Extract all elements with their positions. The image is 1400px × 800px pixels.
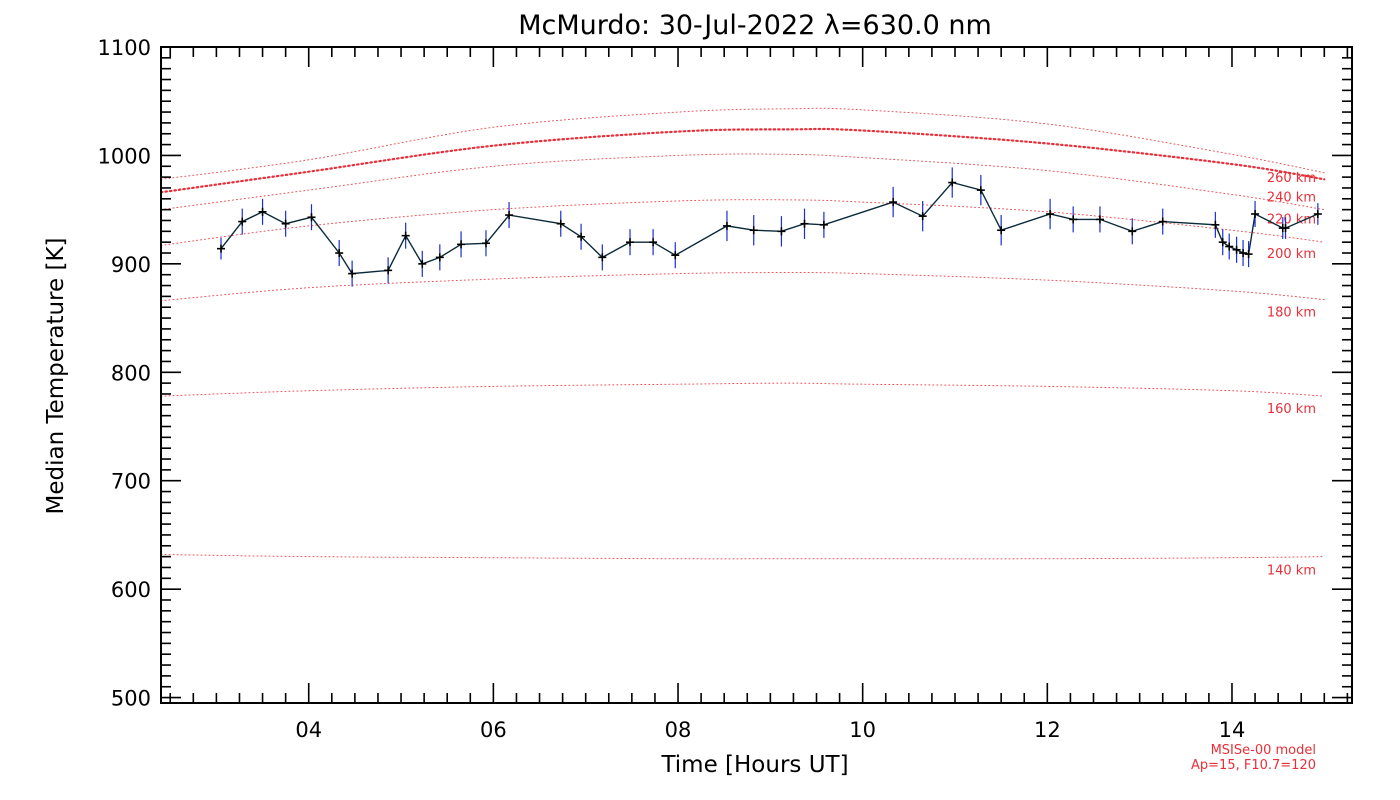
data-point <box>997 226 1006 235</box>
data-point <box>418 259 427 268</box>
data-point <box>1095 215 1104 224</box>
data-point <box>1244 250 1253 259</box>
model-curve-label: 140 km <box>1267 564 1316 579</box>
y-tick-label: 1100 <box>98 36 151 60</box>
data-point <box>238 217 247 226</box>
data-point <box>1225 242 1234 251</box>
x-tick-label: 04 <box>295 718 322 742</box>
y-tick-label: 700 <box>111 470 151 494</box>
data-point <box>384 266 393 275</box>
x-tick-label: 14 <box>1219 718 1246 742</box>
model-note-line: Ap=15, F10.7=120 <box>1191 758 1316 773</box>
data-point <box>948 178 957 187</box>
data-point <box>889 198 898 207</box>
data-point <box>281 219 290 228</box>
x-tick-label: 06 <box>480 718 507 742</box>
data-point <box>1158 217 1167 226</box>
y-tick-label: 1000 <box>98 144 151 168</box>
data-point <box>1251 209 1260 218</box>
data-point <box>819 220 828 229</box>
data-point <box>577 232 586 241</box>
model-curve-label: 220 km <box>1267 212 1316 227</box>
data-point <box>335 249 344 258</box>
data-point <box>258 207 267 216</box>
model-curve-line <box>160 153 1325 211</box>
data-series <box>217 167 1322 287</box>
model-curve-line <box>160 382 1325 397</box>
data-point <box>1232 245 1241 254</box>
model-curve-label: 160 km <box>1267 402 1316 417</box>
data-point <box>626 238 635 247</box>
data-point <box>671 251 680 260</box>
model-curve-line <box>160 107 1325 180</box>
y-tick-label: 800 <box>111 361 151 385</box>
model-curve-line <box>160 554 1325 560</box>
x-tick-label: 10 <box>849 718 876 742</box>
model-curve-line <box>160 272 1325 302</box>
data-point <box>777 227 786 236</box>
series-line <box>220 181 1319 275</box>
data-point <box>481 239 490 248</box>
data-point <box>976 186 985 195</box>
data-point <box>749 226 758 235</box>
data-point <box>1218 238 1227 247</box>
data-point <box>1281 224 1290 233</box>
x-tick-label: 12 <box>1034 718 1061 742</box>
data-point <box>1313 209 1322 218</box>
model-curve-label: 180 km <box>1267 306 1316 321</box>
model-curve-label: 200 km <box>1267 247 1316 262</box>
data-point <box>217 244 226 253</box>
data-point <box>1211 220 1220 229</box>
x-tick-label: 08 <box>665 718 692 742</box>
data-point <box>1046 209 1055 218</box>
data-point <box>556 219 565 228</box>
data-point <box>722 221 731 230</box>
data-point <box>1239 249 1248 258</box>
model-note-line: MSISe-00 model <box>1211 743 1316 758</box>
data-point <box>435 253 444 262</box>
model-curve-line <box>159 127 1326 194</box>
data-point <box>348 269 357 278</box>
chart-title: McMurdo: 30-Jul-2022 λ=630.0 nm <box>518 10 992 41</box>
model-curve-line <box>160 199 1325 246</box>
data-point <box>1128 227 1137 236</box>
data-point <box>649 238 658 247</box>
plot-axes: 04 06 08 10 12 14 500 600 700 800 900 1000 1100 <box>98 36 1353 742</box>
data-point <box>800 219 809 228</box>
y-tick-label: 500 <box>111 687 151 711</box>
data-point <box>401 231 410 240</box>
data-point <box>457 240 466 249</box>
x-axis-title: Time [Hours UT] <box>660 752 848 778</box>
y-tick-label: 600 <box>111 578 151 602</box>
data-point <box>1069 215 1078 224</box>
data-point <box>505 211 514 220</box>
data-point <box>598 253 607 262</box>
y-tick-label: 900 <box>111 253 151 277</box>
y-axis-title: Median Temperature [K] <box>43 238 69 515</box>
plot-frame <box>160 46 1353 704</box>
model-curve-label: 260 km <box>1267 171 1316 186</box>
data-point <box>918 212 927 221</box>
data-point <box>307 213 316 222</box>
